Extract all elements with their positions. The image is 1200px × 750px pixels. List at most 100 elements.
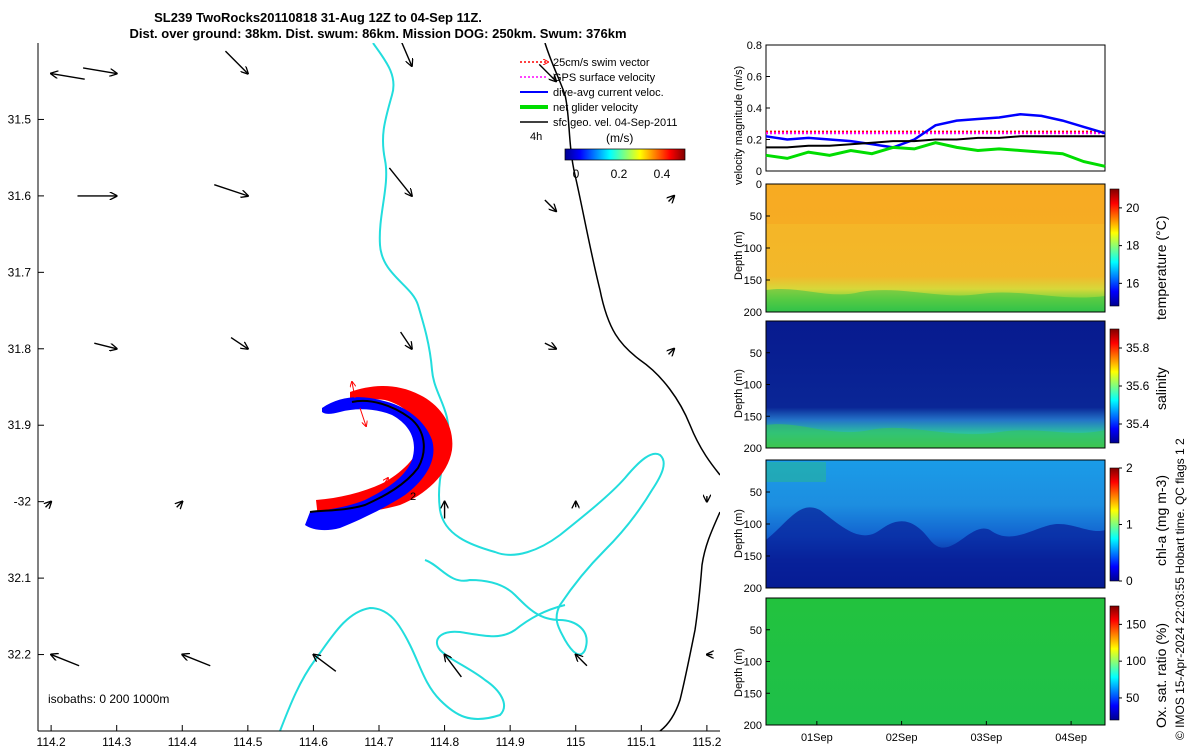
chla-colorbar: [1109, 467, 1120, 582]
surface-vector: [401, 43, 412, 66]
surface-vector: [46, 502, 52, 508]
map-xtick-label: 115.1: [627, 735, 656, 749]
map-ytick-label: 31.6: [8, 189, 32, 203]
depth-tick-label: 100: [744, 243, 762, 255]
depth-tick-label: 100: [744, 380, 762, 392]
surface-vector: [668, 349, 674, 355]
temperature-ylabel: Depth (m): [733, 231, 745, 280]
velocity-ticks: 0 0.2 0.4 0.6 0.8: [747, 40, 770, 178]
surface-vector: [82, 67, 117, 74]
depth-tick-label: 150: [744, 411, 762, 423]
depth-tick-label: 200: [744, 443, 762, 455]
figure-title-line2: Dist. over ground: 38km. Dist. swum: 86k…: [129, 26, 626, 41]
velocity-ytick-label: 0: [756, 166, 762, 178]
velocity-series: [765, 113, 1106, 168]
isobath-200m: [372, 43, 665, 656]
oxygen-panel: Ox. sat. ratio (%) Depth (m): [733, 597, 1169, 728]
salinity-field: [766, 321, 1105, 448]
credit-text: © IMOS 15-Apr-2024 22:03:55 Hobart time.…: [1173, 438, 1187, 740]
velocity-panel: 0 0.2 0.4 0.6 0.8 velocity magnitude (m/s): [733, 40, 1106, 185]
map-xtick-label: 114.8: [430, 735, 459, 749]
map-ytick-label: -32: [14, 495, 32, 509]
depth-tick-label: 150: [744, 551, 762, 563]
chla-label: chl-a (mg m-3): [1153, 475, 1169, 566]
legend-label-current: dive-avg current veloc.: [553, 87, 664, 99]
temperature-texture: [766, 184, 1105, 312]
temperature-panel: temperature (°C) Depth (m): [733, 183, 1169, 320]
surface-vector: [576, 655, 588, 667]
depth-tick-label: 200: [744, 720, 762, 732]
oxygen-field: [766, 598, 1105, 725]
salinity-panel: salinity Depth (m): [733, 320, 1169, 449]
depth-tick-label: 200: [744, 307, 762, 319]
track-end-label: 2: [410, 491, 416, 503]
colorbar-tick-label: 18: [1126, 239, 1140, 253]
map-colorbar: 4h (m/s) 0 0.2 0.4: [530, 131, 686, 181]
depth-tick-label: 200: [744, 583, 762, 595]
map-colorbar-time-label: 4h: [530, 131, 542, 143]
figure-title-line1: SL239 TwoRocks20110818 31-Aug 12Z to 04-…: [154, 10, 482, 25]
map-xtick-label: 114.9: [496, 735, 525, 749]
swim-arrow-2: [359, 407, 366, 426]
colorbar-tick-label: 35.4: [1126, 417, 1150, 431]
depth-tick-label: 50: [750, 625, 762, 637]
surface-vector: [445, 655, 462, 678]
legend-label-net: net glider velocity: [553, 102, 638, 114]
velocity-ytick-label: 0.8: [747, 40, 762, 52]
map-xtick-label: 114.3: [102, 735, 131, 749]
map-colorbar-unit: (m/s): [606, 131, 633, 145]
track-centerline: [309, 399, 425, 513]
map-colorbar-bar: [564, 148, 686, 161]
surface-vector: [313, 655, 337, 672]
track-swim-band: [316, 386, 453, 518]
map-ytick-label: 31.9: [8, 418, 32, 432]
map-ytick-label: 31.5: [8, 112, 32, 126]
legend-label-sfc: sfc geo. vel. 04-Sep-2011: [553, 117, 678, 129]
surface-vector: [182, 655, 211, 667]
map-xtick-label: 114.6: [299, 735, 328, 749]
colorbar-tick-label: 1: [1126, 518, 1133, 532]
chla-ylabel: Depth (m): [733, 509, 745, 558]
map-colorbar-tick-1: 0.2: [611, 167, 628, 181]
legend-label-swim: 25cm/s swim vector: [553, 57, 650, 69]
velocity-ytick-label: 0.6: [747, 72, 762, 84]
map-ytick-label: 32.1: [8, 571, 32, 585]
surface-vector: [538, 63, 556, 81]
depth-tick-label: 50: [750, 211, 762, 223]
surface-vector: [224, 50, 247, 73]
colorbar-tick-label: 0: [1126, 574, 1133, 588]
date-tick-label: 03Sep: [970, 732, 1002, 744]
swim-arrow-1: [352, 382, 355, 399]
depth-tick-label: 50: [750, 348, 762, 360]
salinity-ylabel: Depth (m): [733, 369, 745, 418]
map-legend: 25cm/s swim vector GPS surface velocity …: [520, 57, 678, 129]
map-colorbar-tick-0: 0: [573, 167, 580, 181]
map-colorbar-tick-2: 0.4: [654, 167, 671, 181]
colorbar-tick-label: 100: [1126, 654, 1146, 668]
map-xtick-label: 115.2: [692, 735, 721, 749]
surface-vector: [388, 167, 411, 196]
map-xtick-label: 114.2: [37, 735, 66, 749]
temperature-label: temperature (°C): [1153, 216, 1169, 320]
velocity-axes: [765, 44, 1106, 172]
surface-vector: [51, 655, 80, 667]
map-xtick-label: 114.4: [168, 735, 197, 749]
surface-vector: [230, 336, 248, 349]
track-current-band: [305, 397, 434, 531]
surface-vector: [51, 74, 85, 80]
colorbar-tick-label: 150: [1126, 617, 1146, 631]
isobath-200m-south: [279, 604, 566, 731]
colorbar-tick-label: 50: [1126, 691, 1140, 705]
surface-vector: [214, 184, 248, 196]
map-xtick-label: 115: [566, 735, 585, 749]
map-ytick-label: 31.8: [8, 342, 32, 356]
depth-tick-label: 50: [750, 487, 762, 499]
depth-tick-label: 100: [744, 519, 762, 531]
velocity-ylabel: velocity magnitude (m/s): [733, 66, 745, 185]
depth-tick-label: 150: [744, 275, 762, 287]
velocity-series-line: [766, 135, 1105, 149]
oxygen-label: Ox. sat. ratio (%): [1153, 623, 1169, 728]
colorbar-tick-label: 35.6: [1126, 379, 1150, 393]
velocity-ytick-label: 0.2: [747, 135, 762, 147]
